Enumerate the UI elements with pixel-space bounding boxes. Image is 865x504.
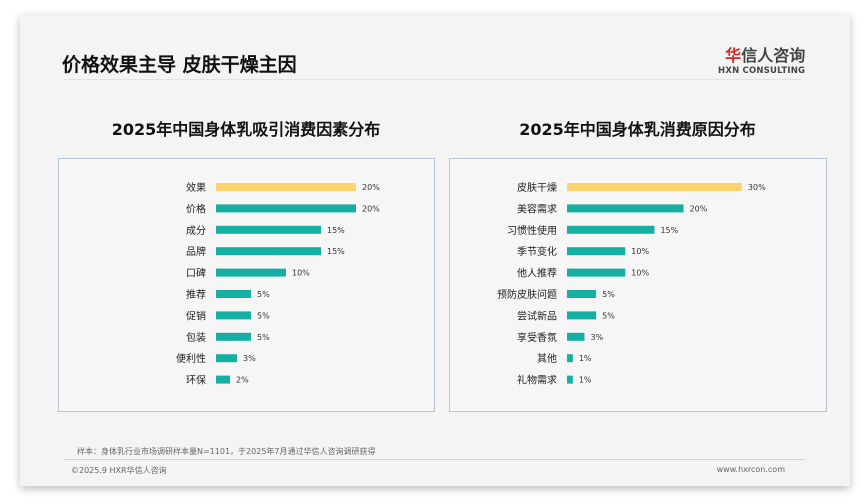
bar [216,332,251,341]
value-label: 5% [602,290,615,299]
value-label: 15% [327,247,345,256]
category-label: 习惯性使用 [507,224,557,237]
value-label: 20% [362,204,380,213]
value-label: 5% [257,290,270,299]
bar [567,290,597,298]
category-label: 推荐 [186,288,206,301]
bar [216,375,230,384]
value-label: 20% [362,183,380,192]
bar [567,183,742,191]
chart-left: 效果 20% 价格 20% 成分 15% 品牌 15% 口碑 10% 推荐 5% 促销 5% 包装 5% 便利性… [58,158,435,412]
category-label: 环保 [186,374,206,387]
bar [216,268,286,277]
value-label: 1% [579,354,592,363]
value-label: 30% [748,183,766,192]
bar [567,311,597,320]
value-label: 3% [243,354,256,363]
category-label: 预防皮肤问题 [497,288,557,301]
bar [567,225,655,234]
category-label: 包装 [186,331,206,344]
bar [216,290,251,298]
bar [216,225,321,234]
value-label: 15% [327,226,345,235]
bar [216,247,321,256]
category-label: 其他 [537,352,557,365]
bar [567,332,585,341]
bar [567,204,684,213]
bar [216,354,237,363]
value-label: 20% [690,204,708,213]
category-label: 尝试新品 [517,309,557,322]
bar [216,204,356,213]
category-label: 便利性 [176,352,206,365]
category-label: 享受香氛 [517,331,557,344]
copyright: ©2025.9 HXR华信人咨询 [71,466,167,475]
page-title: 价格效果主导 皮肤干燥主因 [62,54,297,76]
chart-title-right: 2025年中国身体乳消费原因分布 [519,120,756,139]
category-label: 口碑 [186,267,206,280]
category-label: 促销 [186,309,206,322]
bar [567,375,573,384]
category-label: 价格 [186,202,206,215]
category-label: 季节变化 [517,245,557,258]
divider [64,79,801,80]
category-label: 礼物需求 [517,374,557,387]
logo: 华信人咨询 HXN CONSULTING [718,46,806,76]
chart-right: 皮肤干燥 30% 美容需求 20% 习惯性使用 15% 季节变化 10% 他人推荐 10% 预防皮肤… [449,158,827,412]
category-label: 他人推荐 [517,267,557,280]
category-label: 皮肤干燥 [517,181,557,194]
bar [216,183,356,191]
value-label: 10% [631,247,649,256]
value-label: 2% [236,376,249,385]
value-label: 5% [602,311,615,320]
bar [567,247,626,256]
category-label: 美容需求 [517,202,557,215]
chart-title-left: 2025年中国身体乳吸引消费因素分布 [111,120,381,139]
value-label: 5% [257,333,270,342]
value-label: 10% [292,269,310,278]
bar [216,311,251,320]
category-label: 成分 [186,225,206,237]
sample-note: 样本：身体乳行业市场调研样本量N=1101，于2025年7月通过华信人咨询调研获… [77,447,376,456]
bar [567,268,626,277]
footer-divider [64,459,805,460]
category-label: 效果 [186,181,206,194]
value-label: 5% [257,311,270,320]
website-link[interactable]: www.hxrcon.com [716,465,785,474]
value-label: 1% [579,376,592,385]
value-label: 3% [590,333,603,342]
bar [567,354,573,363]
category-label: 品牌 [186,245,206,258]
value-label: 15% [660,226,678,235]
value-label: 10% [631,269,649,278]
